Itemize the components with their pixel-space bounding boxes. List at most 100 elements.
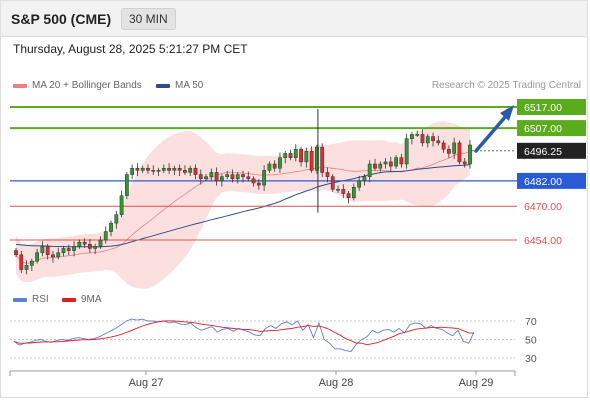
candle-body [14, 250, 18, 256]
candle-body [388, 161, 393, 167]
candle-body [130, 167, 135, 175]
candle-body [383, 161, 388, 165]
candle-body [299, 148, 303, 163]
candle-body [88, 243, 92, 249]
candle-body [452, 142, 457, 154]
candle-body [114, 214, 119, 224]
candle-body [288, 153, 293, 158]
rsi-tick-label: 50 [525, 335, 537, 347]
rsi-line [13, 318, 475, 352]
candle-body [209, 172, 214, 177]
candle-body [109, 222, 113, 232]
candle-body [446, 148, 451, 154]
legend-bollinger-label: MA 20 + Bollinger Bands [32, 80, 142, 91]
candle-body [19, 254, 24, 270]
level-label-6470.00: 6470.00 [524, 201, 562, 213]
legend-9ma: 9MA [62, 294, 102, 305]
candle-body [336, 189, 340, 191]
candle-body [315, 146, 319, 171]
candle-body [283, 153, 288, 158]
legend-ma50-label: MA 50 [175, 80, 204, 91]
timeframe-button[interactable]: 30 MIN [121, 8, 176, 30]
candle-body [161, 167, 166, 171]
candle-body [346, 193, 351, 199]
candle-body [29, 260, 34, 266]
candle-body [230, 174, 235, 180]
bollinger-swatch [13, 83, 27, 88]
legend-ma50: MA 50 [156, 80, 203, 91]
level-label-6507.00: 6507.00 [524, 123, 562, 135]
candle-body [51, 254, 55, 258]
candle-body [66, 248, 71, 251]
candle-body [61, 248, 66, 253]
candle-body [351, 186, 356, 199]
candle-body [468, 144, 472, 165]
candle-body [425, 136, 430, 144]
candle-body [35, 252, 40, 262]
candle-body [146, 167, 150, 171]
candle-body [124, 174, 129, 196]
candle-body [140, 167, 145, 171]
candle-body [198, 174, 203, 180]
candle-body [441, 142, 446, 150]
candle-body [45, 246, 50, 256]
candle-body [267, 163, 272, 171]
candle-body [40, 246, 45, 253]
candle-body [404, 138, 409, 165]
candle-body [462, 161, 467, 165]
candle-body [320, 146, 325, 173]
candle-body [309, 151, 314, 171]
level-box-6507.00 [517, 120, 586, 137]
candle-body [272, 163, 277, 169]
legend-rsi: RSI [13, 294, 49, 305]
legend-rsi-label: RSI [32, 294, 49, 305]
chart-frame [0, 36, 588, 398]
chart-header: S&P 500 (CME) 30 MIN [0, 0, 588, 36]
candle-body [24, 265, 29, 270]
candle-body [103, 231, 108, 241]
candle-body [457, 142, 462, 163]
legend-9ma-label: 9MA [81, 294, 102, 305]
level-box-6517.00 [517, 99, 586, 115]
level-label-6517.00: 6517.00 [524, 102, 562, 114]
candle-body [151, 170, 156, 172]
rsi-tick-label: 70 [525, 316, 537, 328]
level-label-6496.25: 6496.25 [524, 146, 562, 158]
candle-body [135, 167, 140, 171]
candle-body [246, 176, 251, 180]
time-axis: Aug 27 Aug 28 Aug 29 [9, 370, 516, 389]
candle-body [431, 136, 435, 142]
level-box-6496.25 [517, 142, 586, 159]
x-tick-label: Aug 27 [129, 377, 164, 389]
candle-body [214, 172, 219, 182]
arrow-shaft [474, 114, 508, 153]
x-tick-label: Aug 28 [319, 377, 354, 389]
level-box-6482.00 [517, 172, 586, 189]
forecast-arrow [474, 105, 514, 153]
candle-body [172, 167, 177, 171]
candle-body [357, 180, 362, 188]
candle-body [378, 163, 383, 169]
candles [14, 109, 472, 275]
rsi-tick-label: 30 [525, 353, 537, 365]
candle-body [367, 163, 372, 177]
candle-body [177, 167, 182, 171]
legend-bollinger: MA 20 + Bollinger Bands [13, 80, 142, 91]
chart-datetime: Thursday, August 28, 2025 5:21:27 PM CET [13, 42, 248, 56]
candle-body [251, 178, 256, 184]
candle-body [262, 170, 267, 186]
candle-body [394, 157, 398, 167]
candle-body [330, 176, 335, 190]
symbol-title: S&P 500 (CME) [11, 11, 112, 27]
bollinger-band-area [16, 121, 470, 289]
candle-body [341, 189, 346, 194]
candle-body [77, 241, 82, 247]
level-label-6454.00: 6454.00 [524, 235, 562, 247]
arrow-head [500, 105, 514, 121]
rsi-ma9-line [13, 320, 475, 346]
rsi-panel: 70 50 30 [10, 316, 537, 365]
x-tick-label: Aug 29 [459, 377, 494, 389]
candle-body [241, 174, 245, 177]
candle-body [204, 176, 208, 180]
candle-body [373, 163, 377, 169]
